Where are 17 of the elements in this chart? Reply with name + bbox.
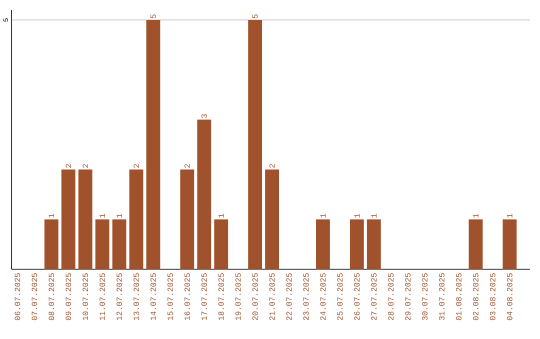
bar [180,170,194,270]
bar [61,170,76,270]
bar [78,170,92,270]
bar [248,20,262,270]
bar [129,170,144,270]
bar [112,219,126,270]
bar [265,170,280,270]
bar [214,219,228,270]
bar [44,219,58,270]
bar [350,219,364,270]
bar [146,20,160,270]
bar [502,219,517,270]
bar [468,219,483,270]
bar [316,219,330,270]
bar [95,219,110,270]
bar [197,120,212,270]
bar [366,219,381,270]
